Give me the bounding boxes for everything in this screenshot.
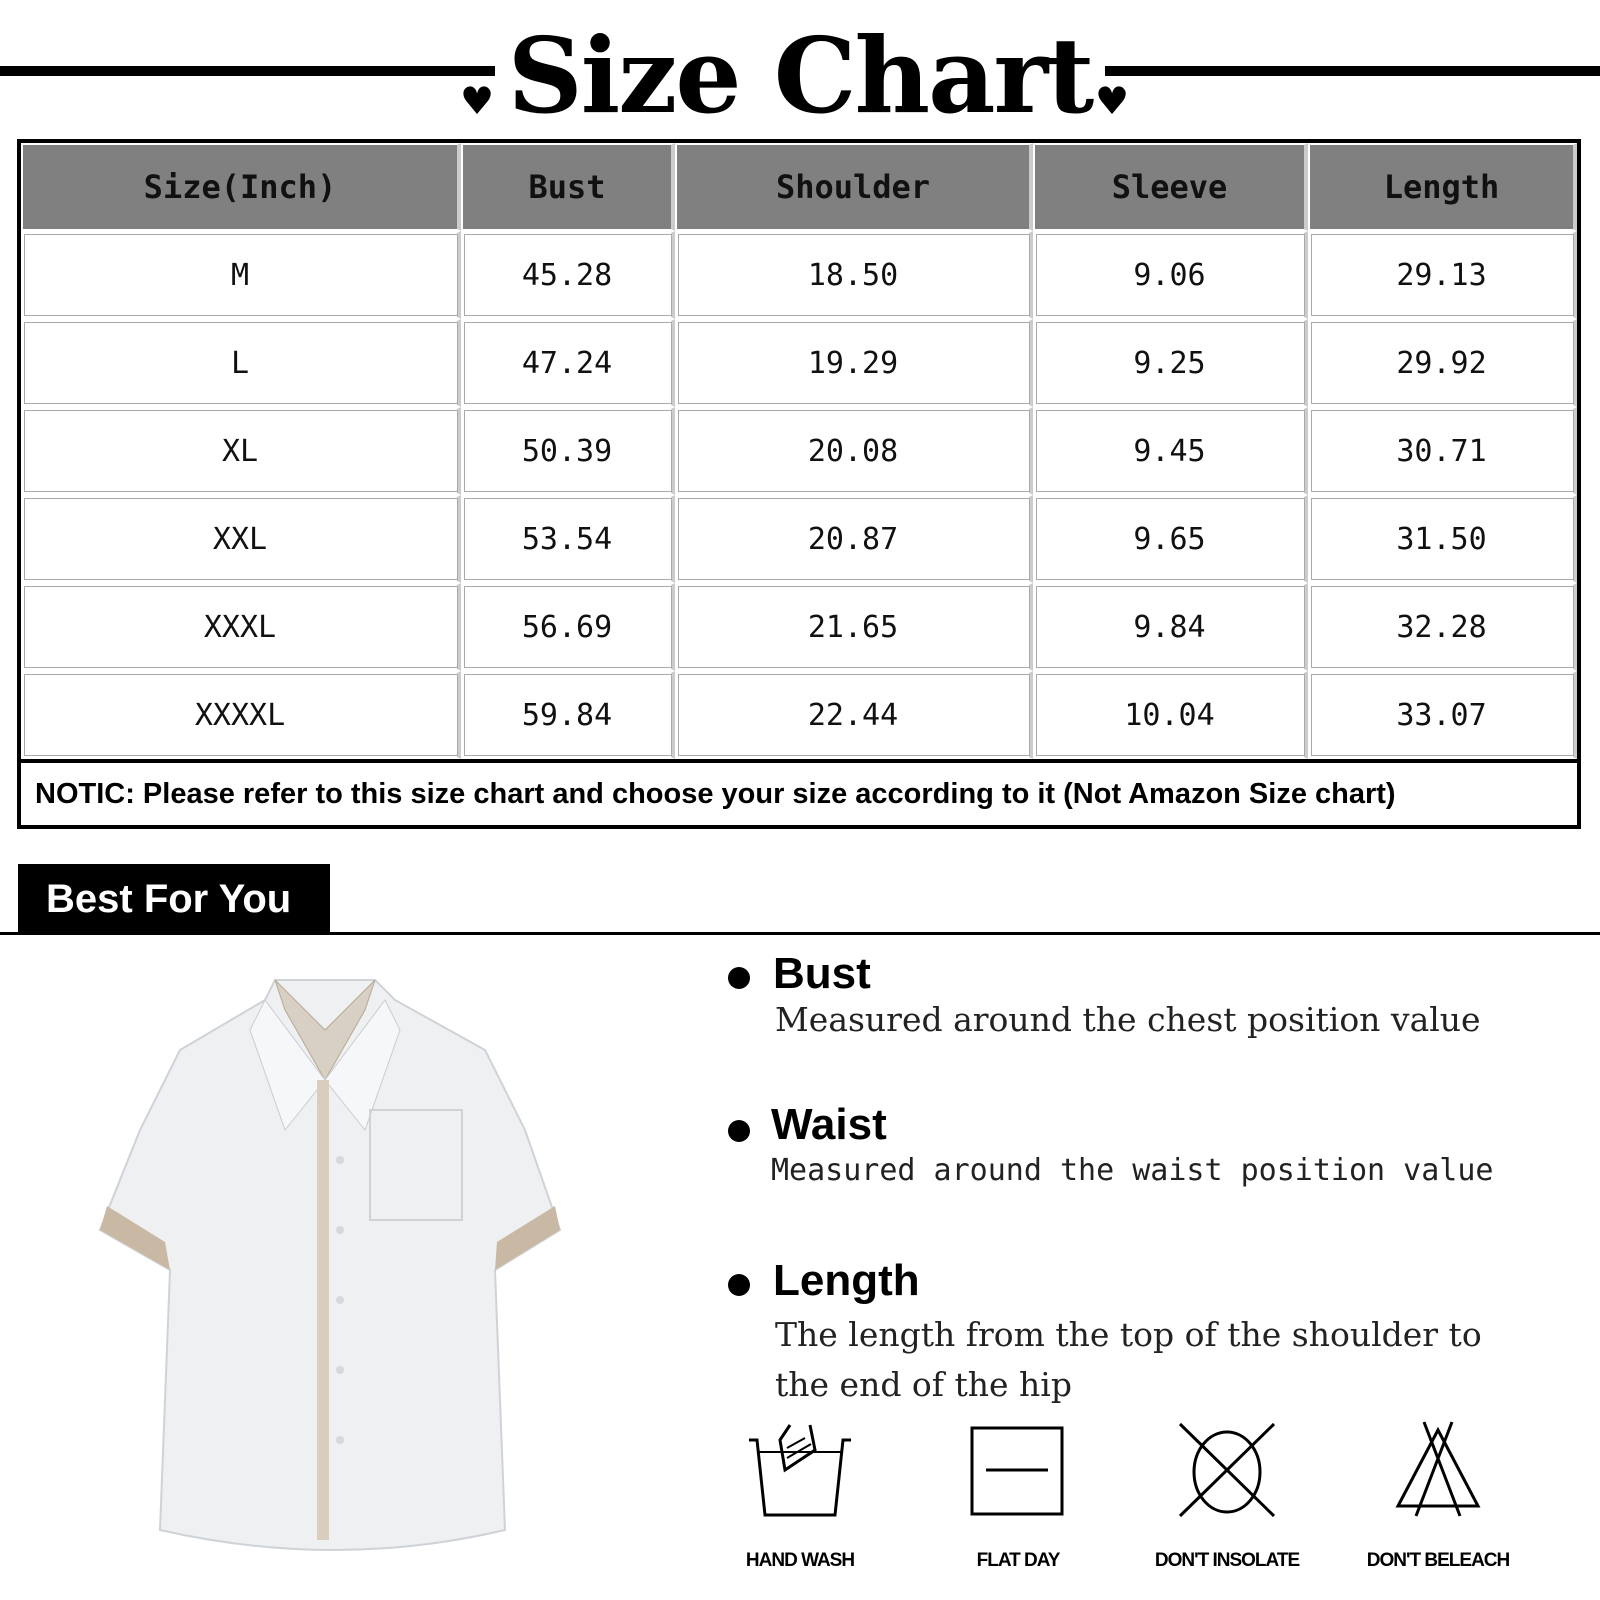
header-shoulder: Shoulder bbox=[675, 143, 1033, 231]
bullet-icon bbox=[728, 1120, 750, 1142]
measurement-cell: 56.69 bbox=[461, 583, 675, 671]
measurement-cell: 30.71 bbox=[1308, 407, 1577, 495]
measurement-cell: 33.07 bbox=[1308, 671, 1577, 759]
measurement-cell: 29.92 bbox=[1308, 319, 1577, 407]
notice-text: NOTIC: Please refer to this size chart a… bbox=[21, 759, 1577, 825]
header-sleeve: Sleeve bbox=[1033, 143, 1308, 231]
measurement-cell: 32.28 bbox=[1308, 583, 1577, 671]
size-cell: XL bbox=[21, 407, 461, 495]
care-flat-dry: FLAT DAY bbox=[928, 1420, 1108, 1572]
measurement-cell: 19.29 bbox=[675, 319, 1033, 407]
measurement-cell: 31.50 bbox=[1308, 495, 1577, 583]
feature-desc: Measured around the waist position value bbox=[771, 1153, 1494, 1188]
measurement-cell: 29.13 bbox=[1308, 231, 1577, 319]
measurement-cell: 20.87 bbox=[675, 495, 1033, 583]
title-rule-left bbox=[0, 66, 495, 76]
measurement-cell: 9.45 bbox=[1033, 407, 1308, 495]
table-row: XXXL 56.69 21.65 9.84 32.28 bbox=[21, 583, 1577, 671]
hand-wash-icon bbox=[749, 1424, 851, 1517]
best-for-you-label: Best For You bbox=[18, 864, 330, 934]
bullet-icon bbox=[728, 1274, 750, 1296]
measurement-cell: 9.25 bbox=[1033, 319, 1308, 407]
feature-desc: the end of the hip bbox=[775, 1365, 1072, 1404]
measurement-cell: 50.39 bbox=[461, 407, 675, 495]
size-cell: L bbox=[21, 319, 461, 407]
size-cell: XXXL bbox=[21, 583, 461, 671]
header-bust: Bust bbox=[461, 143, 675, 231]
table-row: XL 50.39 20.08 9.45 30.71 bbox=[21, 407, 1577, 495]
feature-title: Bust bbox=[773, 949, 871, 998]
measurement-cell: 9.84 bbox=[1033, 583, 1308, 671]
feature-title: Length bbox=[773, 1256, 920, 1305]
measurement-cell: 9.65 bbox=[1033, 495, 1308, 583]
title-rule-right bbox=[1105, 66, 1600, 76]
table-header: Size(Inch) Bust Shoulder Sleeve Length bbox=[21, 143, 1577, 231]
measurement-cell: 53.54 bbox=[461, 495, 675, 583]
feature-desc: The length from the top of the shoulder … bbox=[775, 1315, 1482, 1354]
care-label: FLAT DAY bbox=[976, 1550, 1061, 1571]
care-dont-bleach: DON'T BELEACH bbox=[1348, 1420, 1528, 1572]
measurement-cell: 22.44 bbox=[675, 671, 1033, 759]
measurement-cell: 59.84 bbox=[461, 671, 675, 759]
no-bleach-icon bbox=[1395, 1421, 1481, 1517]
table-row: L 47.24 19.29 9.25 29.92 bbox=[21, 319, 1577, 407]
shirt-image bbox=[98, 979, 562, 1551]
measurement-cell: 10.04 bbox=[1033, 671, 1308, 759]
header-length: Length bbox=[1308, 143, 1577, 231]
table-row: M 45.28 18.50 9.06 29.13 bbox=[21, 231, 1577, 319]
measurement-cell: 47.24 bbox=[461, 319, 675, 407]
table-row: XXL 53.54 20.87 9.65 31.50 bbox=[21, 495, 1577, 583]
feature-title: Waist bbox=[771, 1100, 887, 1149]
flat-dry-icon bbox=[970, 1426, 1064, 1516]
care-dont-insolate: DON'T INSOLATE bbox=[1137, 1420, 1317, 1572]
heart-icon: ♥ bbox=[1095, 79, 1130, 123]
measurement-cell: 21.65 bbox=[675, 583, 1033, 671]
feature-desc: Measured around the chest position value bbox=[775, 1000, 1481, 1039]
care-hand-wash: HAND WASH bbox=[710, 1420, 890, 1572]
heart-icon: ♥ bbox=[460, 79, 495, 123]
size-cell: XXXXL bbox=[21, 671, 461, 759]
measurement-cell: 20.08 bbox=[675, 407, 1033, 495]
measurement-cell: 45.28 bbox=[461, 231, 675, 319]
size-table: Size(Inch) Bust Shoulder Sleeve Length M… bbox=[17, 139, 1581, 829]
no-sun-icon bbox=[1178, 1422, 1276, 1518]
size-cell: M bbox=[21, 231, 461, 319]
table-row: XXXXL 59.84 22.44 10.04 33.07 bbox=[21, 671, 1577, 759]
measurement-cell: 18.50 bbox=[675, 231, 1033, 319]
section-divider bbox=[0, 932, 1600, 935]
bullet-icon bbox=[728, 967, 750, 989]
page-title: Size Chart bbox=[507, 14, 1095, 137]
measurement-cell: 9.06 bbox=[1033, 231, 1308, 319]
care-label: DON'T INSOLATE bbox=[1154, 1550, 1300, 1571]
header-size: Size(Inch) bbox=[21, 143, 461, 231]
size-cell: XXL bbox=[21, 495, 461, 583]
care-label: HAND WASH bbox=[745, 1550, 855, 1571]
care-label: DON'T BELEACH bbox=[1366, 1550, 1510, 1571]
